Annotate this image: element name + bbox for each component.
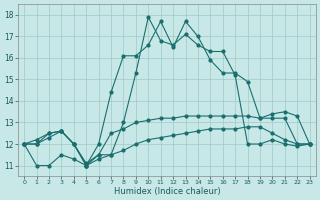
X-axis label: Humidex (Indice chaleur): Humidex (Indice chaleur) [114, 187, 220, 196]
